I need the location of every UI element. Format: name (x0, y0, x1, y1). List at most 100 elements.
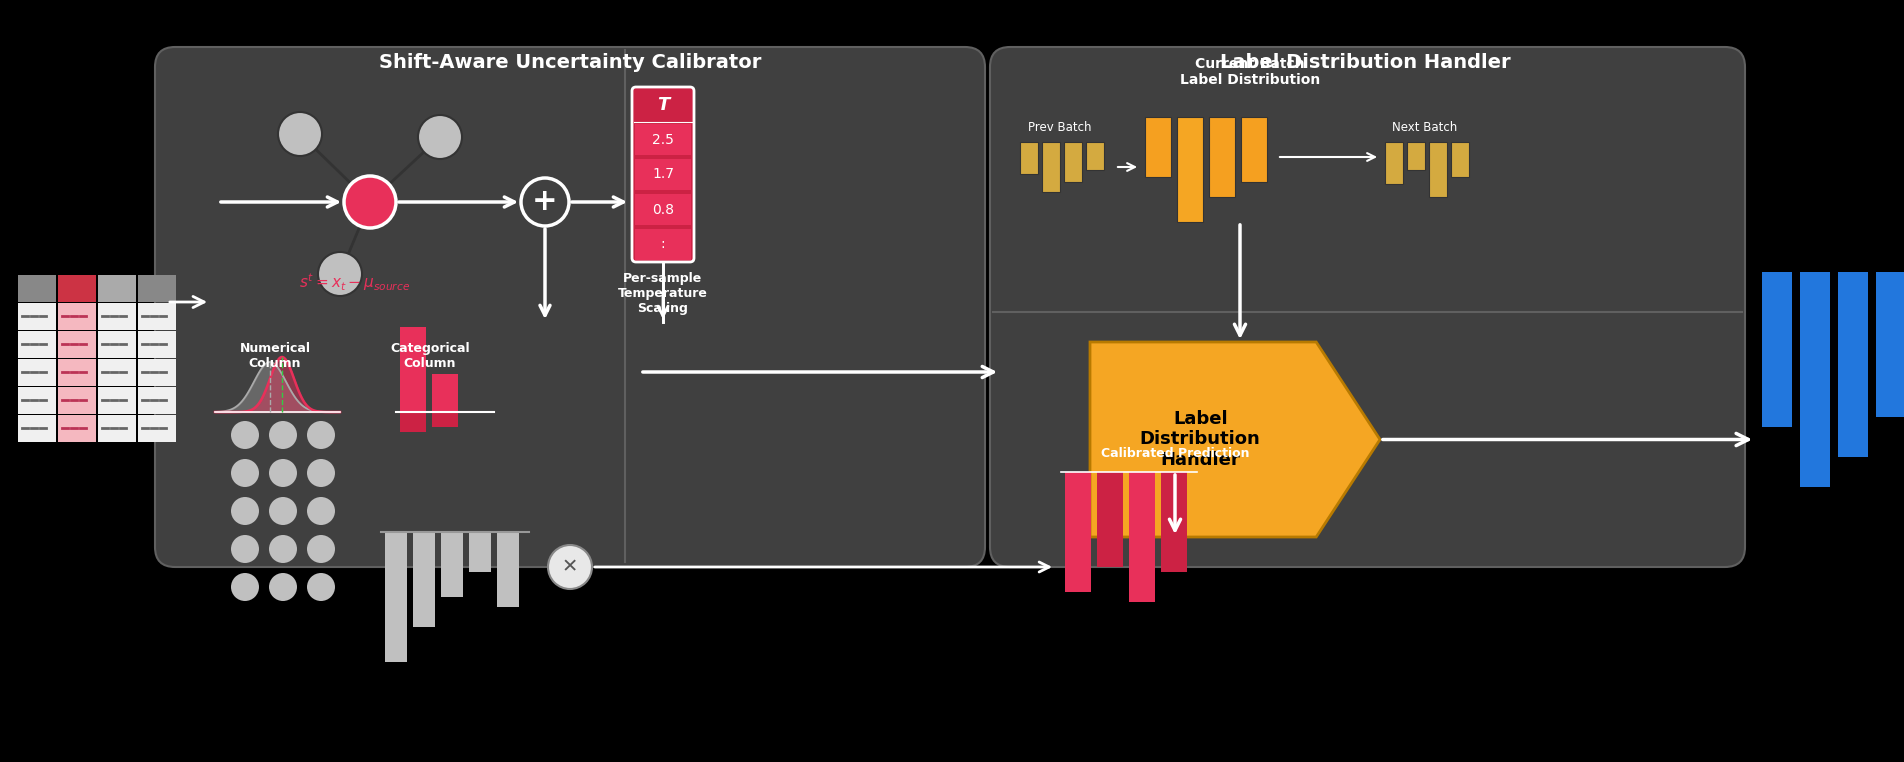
Bar (385, 532, 407, 662)
Bar (400, 412, 426, 432)
Text: Label Distribution Handler: Label Distribution Handler (1220, 53, 1510, 72)
Text: $s^t = x_t - \mu_{source}$: $s^t = x_t - \mu_{source}$ (299, 271, 411, 293)
Bar (1041, 142, 1061, 192)
Text: ✕: ✕ (562, 558, 579, 577)
Bar (17, 359, 55, 386)
Circle shape (268, 497, 297, 525)
Circle shape (307, 573, 335, 601)
Bar (17, 331, 55, 358)
Bar (1241, 117, 1266, 182)
Circle shape (268, 459, 297, 487)
Circle shape (268, 535, 297, 563)
FancyBboxPatch shape (632, 87, 693, 262)
Bar (17, 303, 55, 330)
Text: Per-sample
Temperature
Scaling: Per-sample Temperature Scaling (619, 272, 708, 315)
Circle shape (318, 252, 362, 296)
Bar (432, 374, 459, 412)
Bar (1144, 117, 1171, 177)
Bar (636, 124, 691, 155)
Text: :: : (661, 238, 664, 251)
Bar (137, 275, 175, 302)
Bar (400, 327, 426, 412)
Circle shape (345, 176, 396, 228)
Circle shape (307, 535, 335, 563)
Circle shape (307, 497, 335, 525)
Bar (1064, 142, 1081, 182)
Bar (57, 331, 95, 358)
Bar (1085, 142, 1104, 170)
Bar (1875, 272, 1904, 417)
Bar (57, 303, 95, 330)
Bar (57, 415, 95, 442)
Bar (97, 275, 135, 302)
FancyBboxPatch shape (990, 47, 1744, 567)
Bar (137, 359, 175, 386)
Circle shape (522, 178, 569, 226)
Bar (442, 532, 463, 597)
Circle shape (548, 545, 592, 589)
Bar (137, 415, 175, 442)
Circle shape (268, 573, 297, 601)
Bar (57, 359, 95, 386)
Circle shape (419, 115, 463, 159)
Bar (1407, 142, 1424, 170)
Bar (1177, 117, 1203, 222)
Bar (1161, 472, 1186, 572)
Circle shape (268, 421, 297, 449)
Bar (1064, 472, 1091, 592)
Bar (1430, 142, 1447, 197)
Circle shape (278, 112, 322, 156)
Bar (1451, 142, 1470, 177)
Bar (636, 229, 691, 260)
Text: T: T (657, 95, 668, 114)
Bar (17, 387, 55, 414)
Bar (432, 412, 459, 427)
Bar (1384, 142, 1403, 184)
Text: Next Batch: Next Batch (1392, 121, 1458, 134)
Text: Shift-Aware Uncertainty Calibrator: Shift-Aware Uncertainty Calibrator (379, 53, 762, 72)
Circle shape (307, 421, 335, 449)
Circle shape (230, 573, 259, 601)
Bar (137, 387, 175, 414)
Bar (137, 303, 175, 330)
Bar (1799, 272, 1830, 487)
Bar (57, 275, 95, 302)
Bar (97, 303, 135, 330)
Text: Label
Distribution
Handler: Label Distribution Handler (1140, 410, 1260, 469)
Text: Numerical
Column: Numerical Column (240, 342, 310, 370)
Bar (137, 331, 175, 358)
Text: 2.5: 2.5 (651, 133, 674, 146)
Text: Calibrated Prediction: Calibrated Prediction (1101, 447, 1249, 460)
Bar (1209, 117, 1236, 197)
Bar (497, 532, 520, 607)
Bar (97, 331, 135, 358)
Bar (468, 532, 491, 572)
Bar (57, 387, 95, 414)
Text: Current Batch
Label Distribution: Current Batch Label Distribution (1180, 57, 1319, 87)
Bar (17, 415, 55, 442)
Bar (1837, 272, 1868, 457)
Bar (1097, 472, 1123, 567)
Text: +: + (533, 187, 558, 216)
Text: 0.8: 0.8 (651, 203, 674, 216)
Text: Categorical
Column: Categorical Column (390, 342, 470, 370)
Bar (636, 194, 691, 225)
Bar (1761, 272, 1792, 427)
Circle shape (230, 535, 259, 563)
Circle shape (230, 459, 259, 487)
Bar (1021, 142, 1038, 174)
Bar (413, 532, 434, 627)
Bar (636, 159, 691, 190)
Text: Prev Batch: Prev Batch (1028, 121, 1091, 134)
FancyBboxPatch shape (154, 47, 984, 567)
Polygon shape (1089, 342, 1380, 537)
Bar (1129, 472, 1156, 602)
Text: 1.7: 1.7 (651, 168, 674, 181)
Circle shape (230, 421, 259, 449)
Circle shape (230, 497, 259, 525)
Circle shape (307, 459, 335, 487)
Bar (97, 359, 135, 386)
Bar (17, 275, 55, 302)
Bar (97, 387, 135, 414)
Bar (97, 415, 135, 442)
